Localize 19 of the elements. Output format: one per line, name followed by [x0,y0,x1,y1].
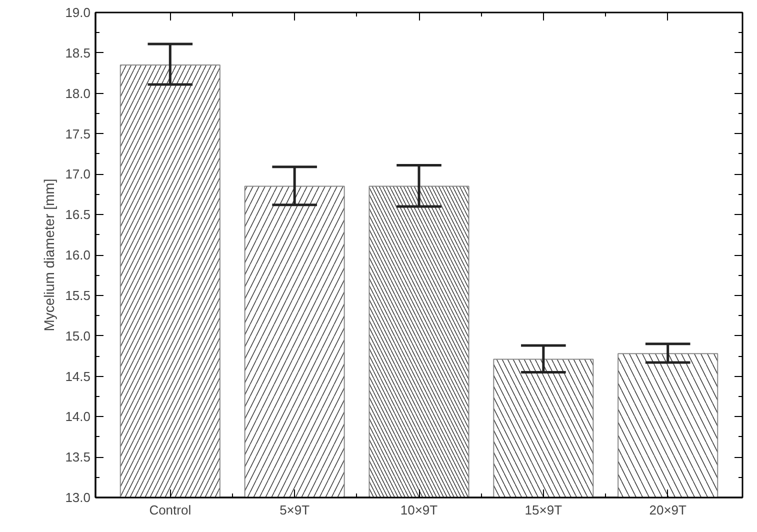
y-tick-label: 17.5 [65,126,91,142]
y-tick-label: 19.0 [65,5,91,20]
y-axis-title: Mycelium diameter [mm] [41,178,58,332]
x-tick-label: 20×9T [649,502,687,518]
y-tick-label: 13.5 [65,450,91,465]
y-tick-label: 16.0 [65,248,91,262]
y-tick-label: 16.5 [65,207,91,222]
y-tick-label: 13.0 [65,490,91,505]
y-tick-label: 14.0 [65,409,91,424]
y-tick-label: 17.0 [65,166,91,182]
y-tick-label: 14.5 [65,368,91,384]
y-tick-label: 15.0 [65,328,91,344]
x-tick-label: 10×9T [400,502,438,518]
x-tick-label: Control [149,502,192,518]
y-tick-label: 18.0 [65,86,91,101]
x-tick-label: 15×9T [524,502,562,518]
y-tick-label: 18.5 [65,45,91,60]
y-tick-label: 15.5 [65,288,91,303]
x-tick-label: 5×9T [280,502,310,518]
